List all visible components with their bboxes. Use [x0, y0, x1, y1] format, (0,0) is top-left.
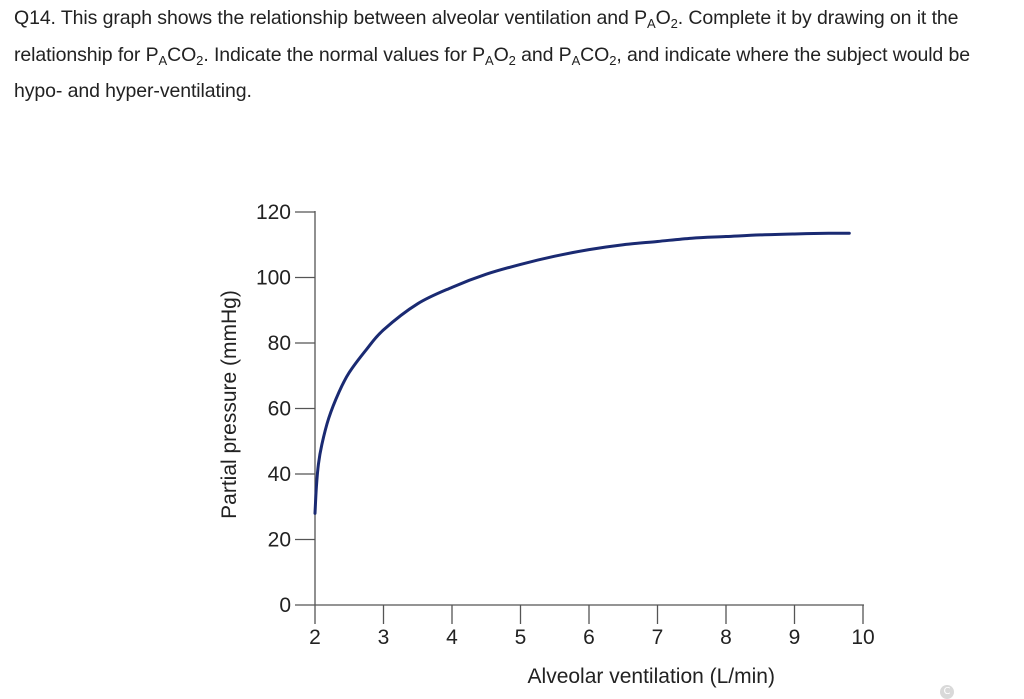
y-tick-label: 80	[268, 332, 291, 355]
x-axis-label: Alveolar ventilation (L/min)	[528, 665, 775, 688]
y-ticks: 0 20 40 60 80 100 120	[256, 201, 315, 617]
x-tick-label: 3	[378, 626, 390, 649]
x-tick-label: 4	[446, 626, 458, 649]
x-tick-label: 10	[851, 626, 874, 649]
x-ticks: 2 3 4 5 6 7 8 9 10	[309, 605, 875, 649]
x-tick-label: 2	[309, 626, 321, 649]
y-axis-label: Partial pressure (mmHg)	[218, 290, 241, 519]
y-tick-label: 100	[256, 267, 291, 290]
x-tick-label: 6	[583, 626, 595, 649]
x-tick-label: 5	[515, 626, 527, 649]
chart-axes	[314, 211, 864, 606]
question-number: Q14.	[14, 7, 56, 29]
y-tick-label: 0	[279, 594, 291, 617]
y-tick-label: 60	[268, 398, 291, 421]
y-tick-label: 20	[268, 529, 291, 552]
question-text: Q14. This graph shows the relationship b…	[14, 7, 970, 102]
y-tick-label: 120	[256, 201, 291, 224]
x-tick-label: 9	[789, 626, 801, 649]
x-tick-label: 8	[720, 626, 732, 649]
y-tick-label: 40	[268, 463, 291, 486]
copyright-icon: C	[940, 685, 954, 699]
series-group	[313, 231, 851, 515]
x-tick-label: 7	[652, 626, 664, 649]
series-line-pao2	[313, 231, 851, 515]
